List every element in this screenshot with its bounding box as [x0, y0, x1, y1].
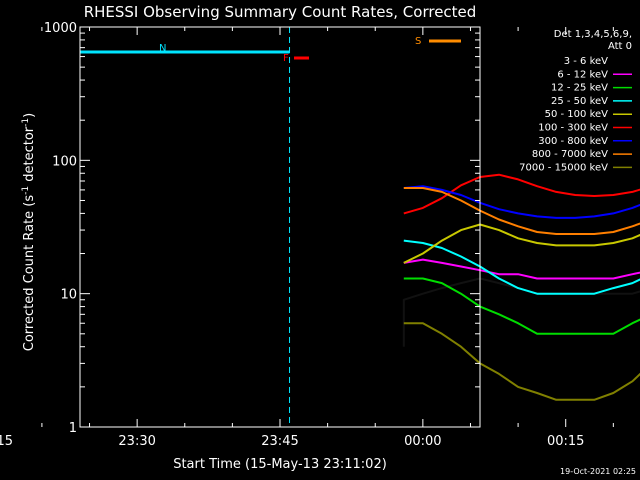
series-line-3	[403, 239, 640, 295]
svg-text:Corrected Count Rate (s-1 dete: Corrected Count Rate (s-1 detector-1)	[21, 113, 37, 351]
y-axis-label: Corrected Count Rate (s-1 detector-1)	[21, 113, 37, 351]
y-axis-label-end: )	[22, 113, 37, 118]
legend-label-1: 6 - 12 keV	[557, 69, 608, 80]
saa-label: S	[415, 36, 421, 47]
legend-label-8: 7000 - 15000 keV	[519, 162, 608, 173]
timestamp: 19-Oct-2021 02:25	[560, 467, 636, 476]
x-tick-label-1: 23:30	[118, 434, 155, 449]
y-tick-label-2: 100	[52, 154, 77, 169]
legend-label-6: 300 - 800 keV	[538, 136, 608, 147]
night-label: N	[159, 43, 166, 54]
legend-label-5: 100 - 300 keV	[538, 123, 608, 134]
series-line-5	[403, 173, 640, 215]
y-axis-label-middle: detector	[22, 126, 37, 186]
series-group	[402, 173, 640, 401]
series-line-6	[403, 185, 640, 219]
y-axis-label-exp2: -1	[21, 118, 31, 127]
x-axis-label: Start Time (15-May-13 23:11:02)	[173, 457, 387, 472]
x-tick-label-4: 00:15	[547, 434, 584, 449]
legend-label-7: 800 - 7000 keV	[532, 149, 608, 160]
y-axis-label-main: Corrected Count Rate (s	[22, 195, 37, 352]
legend: Det 1,3,4,5,6,9,Att 03 - 6 keV 6 - 12 keV…	[519, 29, 632, 173]
legend-header-0: Det 1,3,4,5,6,9,	[554, 29, 632, 40]
y-axis-label-exp1: -1	[21, 186, 31, 195]
series-line-2	[403, 277, 640, 335]
axis-group: 23:1523:3023:4500:0000:1500:3000:4511010…	[0, 21, 614, 449]
x-tick-label-2: 23:45	[261, 434, 298, 449]
y-tick-label-1: 10	[60, 288, 77, 303]
series-line-7	[403, 187, 640, 235]
series-line-4	[403, 223, 640, 264]
legend-label-4: 50 - 100 keV	[545, 109, 609, 120]
series-line-8	[403, 322, 640, 401]
chart-title: RHESSI Observing Summary Count Rates, Co…	[84, 3, 477, 21]
x-tick-label-3: 00:00	[404, 434, 441, 449]
y-tick-label-3: 1000	[44, 21, 77, 36]
legend-label-3: 25 - 50 keV	[551, 96, 608, 107]
legend-header-1: Att 0	[608, 41, 632, 52]
series-line-1	[403, 258, 640, 280]
legend-label-2: 12 - 25 keV	[551, 83, 608, 94]
x-tick-label-0: 23:15	[0, 434, 13, 449]
series-line-0	[402, 277, 640, 347]
y-tick-label-0: 1	[69, 421, 77, 436]
legend-label-0: 3 - 6 keV	[564, 56, 608, 67]
flare-label: F	[283, 53, 289, 64]
